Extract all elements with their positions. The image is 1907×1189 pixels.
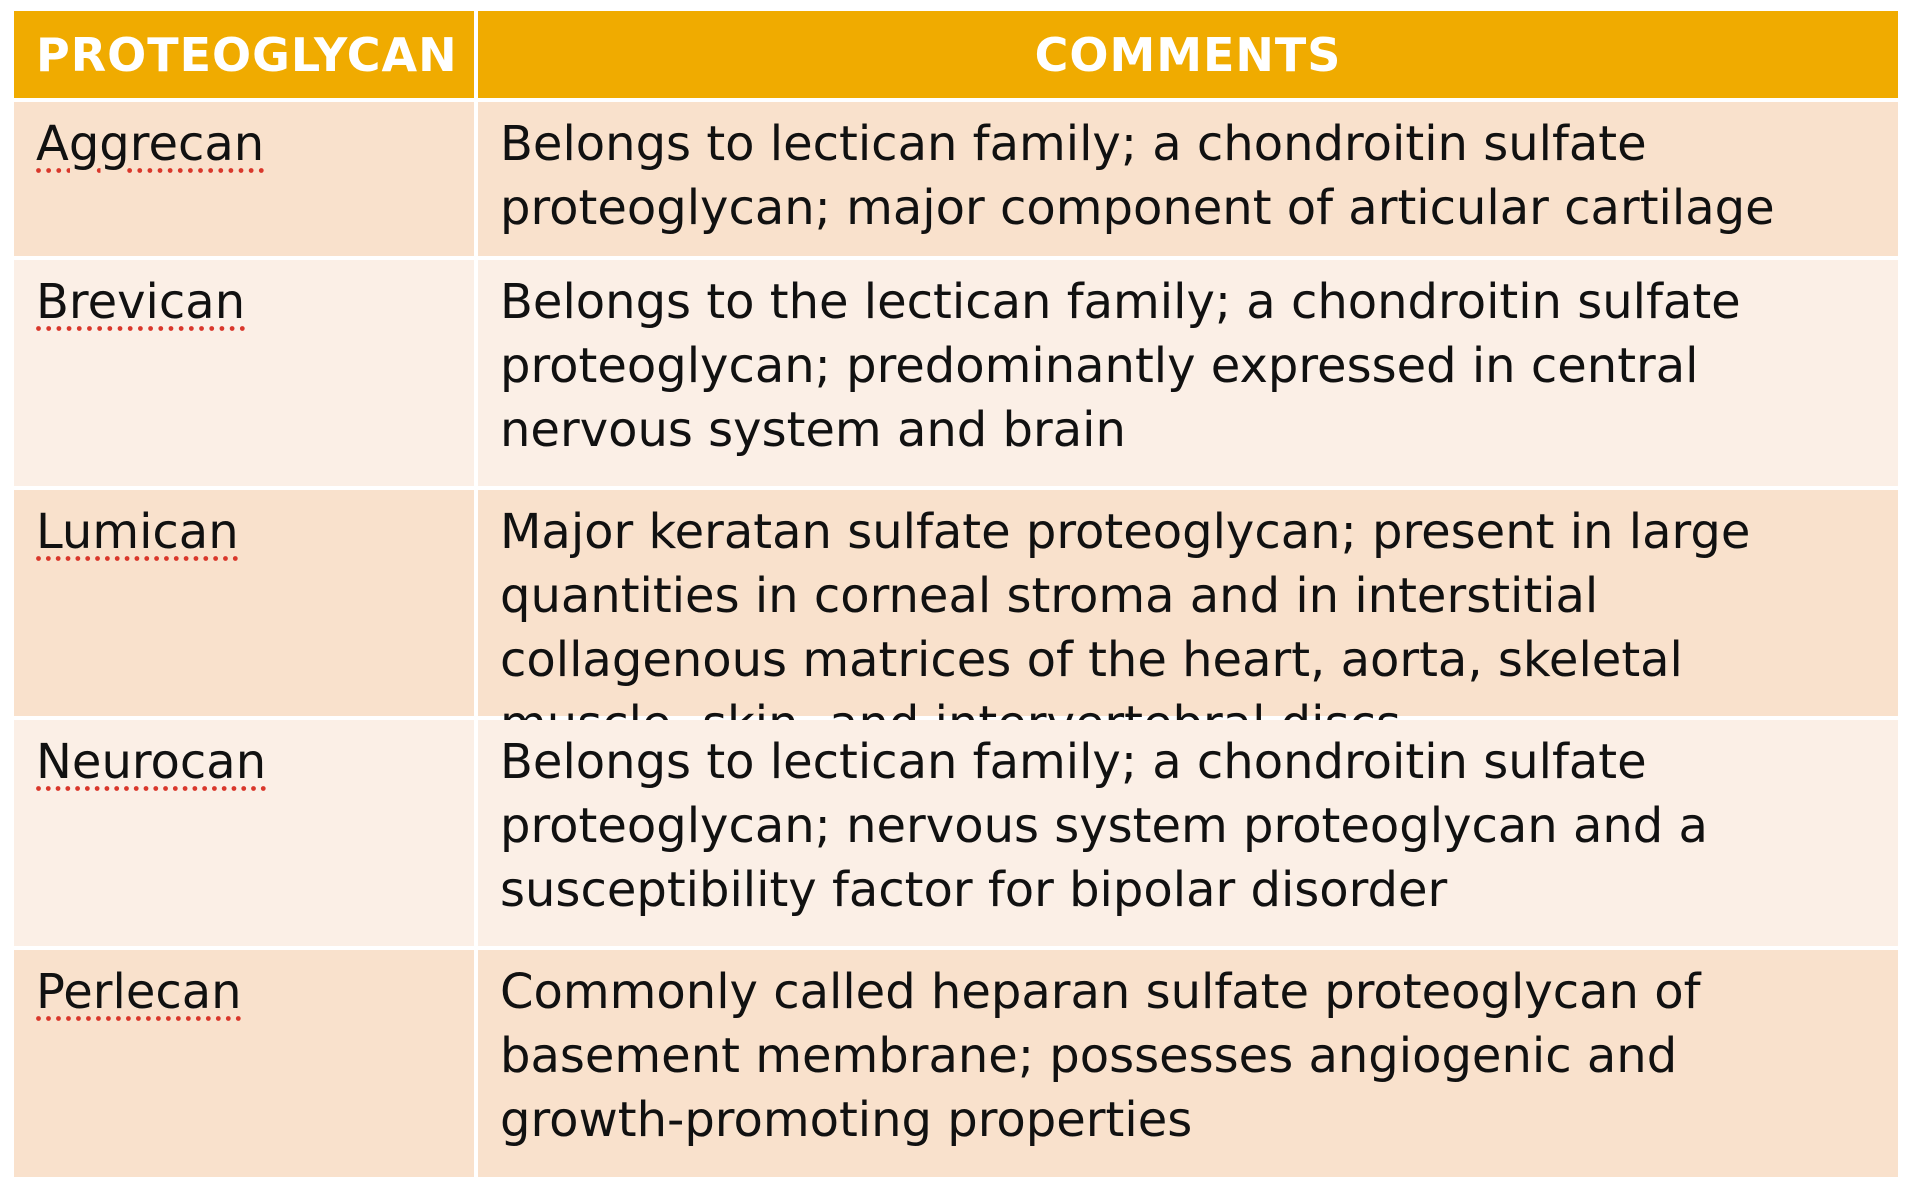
row-name: Brevican (14, 260, 474, 486)
row-name: Perlecan (14, 950, 474, 1177)
row-comment: Belongs to lectican family; a chondroiti… (478, 102, 1898, 256)
row-comment: Belongs to lectican family; a chondroiti… (478, 720, 1898, 946)
row-name: Lumican (14, 490, 474, 716)
proteoglycan-table: PROTEOGLYCAN COMMENTS Aggrecan Belongs t… (14, 11, 1898, 1177)
row-comment: Commonly called heparan sulfate proteogl… (478, 950, 1898, 1177)
row-comment: Belongs to the lectican family; a chondr… (478, 260, 1898, 486)
name-brevican: Brevican (36, 274, 246, 330)
header-comments: COMMENTS (478, 11, 1898, 98)
row-name: Neurocan (14, 720, 474, 946)
name-perlecan: Perlecan (36, 964, 242, 1020)
name-aggrecan: Aggrecan (36, 116, 265, 172)
name-lumican: Lumican (36, 504, 239, 560)
row-comment: Major keratan sulfate proteoglycan; pres… (478, 490, 1898, 752)
name-neurocan: Neurocan (36, 734, 267, 790)
header-proteoglycan: PROTEOGLYCAN (14, 11, 474, 98)
row-name: Aggrecan (14, 102, 474, 256)
